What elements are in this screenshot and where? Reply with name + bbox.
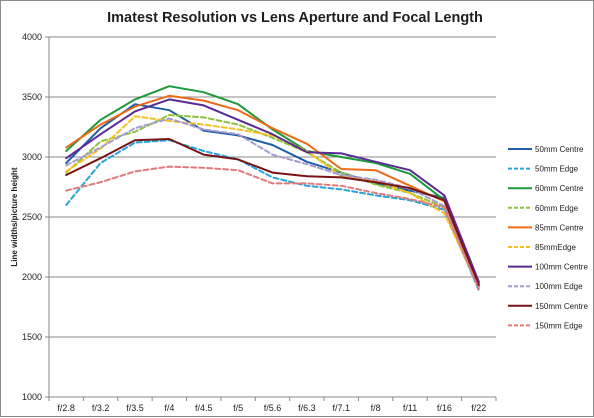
y-tick-label: 2500: [22, 212, 42, 222]
y-tick-label: 3500: [22, 92, 42, 102]
x-tick-label: f/8: [371, 403, 381, 413]
series-line: [65, 98, 480, 283]
series-line: [65, 85, 480, 284]
x-axis-ticks: f/2.8 f/3.2 f/3.5 f/4 f/4.5 f/5 f/5.6 f/6.3 f/7.…: [48, 397, 497, 413]
legend-label: 85mm Centre: [535, 223, 584, 232]
series-line: [65, 103, 480, 286]
x-tick-label: f/5: [233, 403, 243, 413]
y-tick-label: 2000: [22, 272, 42, 282]
x-tick-label: f/4: [164, 403, 174, 413]
y-tick-label: 3000: [22, 152, 42, 162]
series-line: [65, 138, 480, 287]
legend-label: 150mm Edge: [535, 321, 583, 330]
x-tick-label: f/5.6: [264, 403, 282, 413]
x-tick-label: f/16: [437, 403, 452, 413]
series-line: [65, 165, 480, 290]
x-tick-label: f/4.5: [195, 403, 213, 413]
legend: 50mm Centre 50mm Edge 60mm Centre 60mm Edge…: [508, 145, 588, 330]
chart-title: Imatest Resolution vs Lens Aperture and …: [107, 10, 483, 26]
x-tick-label: f/6.3: [298, 403, 316, 413]
series-lines: [65, 85, 480, 292]
y-tick-label: 1500: [22, 332, 42, 342]
legend-label: 60mm Centre: [535, 184, 584, 193]
x-tick-label: f/3.2: [92, 403, 110, 413]
legend-label: 150mm Centre: [535, 302, 588, 311]
legend-label: 50mm Edge: [535, 165, 579, 174]
series-line: [65, 94, 480, 287]
legend-label: 50mm Centre: [535, 145, 584, 154]
x-tick-label: f/11: [403, 403, 417, 413]
x-tick-label: f/7.1: [333, 403, 351, 413]
y-tick-label: 4000: [22, 32, 42, 42]
x-tick-label: f/22: [471, 403, 486, 413]
legend-label: 85mmEdge: [535, 243, 576, 252]
legend-label: 60mm Edge: [535, 204, 579, 213]
y-axis-ticks: 1000 1500 2000 2500 3000 3500 4000: [22, 32, 42, 402]
legend-label: 100mm Edge: [535, 282, 583, 291]
y-axis-label: Line widths/picture height: [10, 167, 19, 266]
gridlines: [45, 36, 496, 398]
series-line: [65, 139, 480, 292]
x-tick-label: f/2.8: [57, 403, 75, 413]
series-line: [65, 117, 480, 290]
y-tick-label: 1000: [22, 392, 42, 402]
legend-label: 100mm Centre: [535, 263, 588, 272]
x-tick-label: f/3.5: [126, 403, 144, 413]
series-line: [65, 115, 480, 289]
